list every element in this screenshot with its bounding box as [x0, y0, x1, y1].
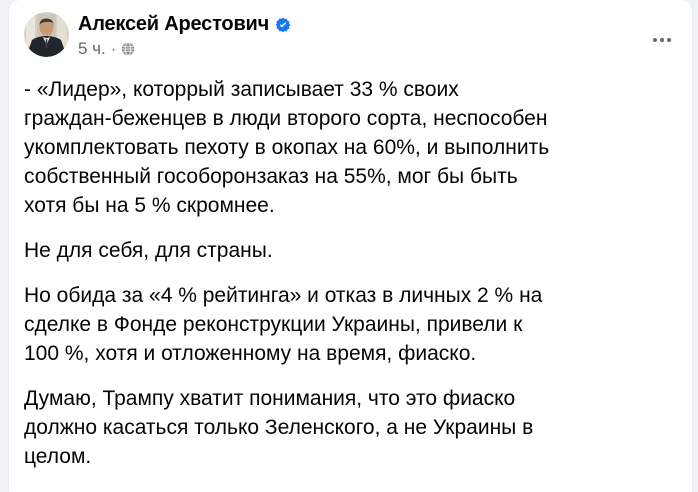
timestamp[interactable]: 5 ч. [78, 39, 106, 58]
post-body: - «Лидер», которрый записывает 33 % свои… [9, 59, 692, 481]
post-paragraph: Не для себя, для страны. [24, 239, 273, 262]
post-paragraph: Но обида за «4 % рейтинга» и отказ в лич… [24, 284, 543, 365]
post-paragraph: Думаю, Трампу хватит понимания, что это … [24, 387, 534, 468]
avatar-portrait-image [24, 12, 69, 57]
author-name[interactable]: Алексей Арестович [78, 13, 270, 35]
more-options-button[interactable] [646, 24, 678, 56]
three-dots-icon [653, 38, 671, 42]
globe-icon [121, 42, 135, 56]
post-header-text: Алексей Арестович 5 ч. · [78, 12, 291, 59]
author-name-row: Алексей Арестович [78, 13, 291, 36]
verified-badge-icon [275, 17, 291, 33]
avatar[interactable] [24, 12, 69, 57]
post-header: Алексей Арестович 5 ч. · [9, 0, 692, 59]
post-card: Алексей Арестович 5 ч. · [9, 0, 692, 492]
meta-separator: · [110, 39, 117, 58]
post-meta-row: 5 ч. · [78, 39, 291, 59]
post-paragraph: - «Лидер», которрый записывает 33 % свои… [24, 78, 550, 217]
